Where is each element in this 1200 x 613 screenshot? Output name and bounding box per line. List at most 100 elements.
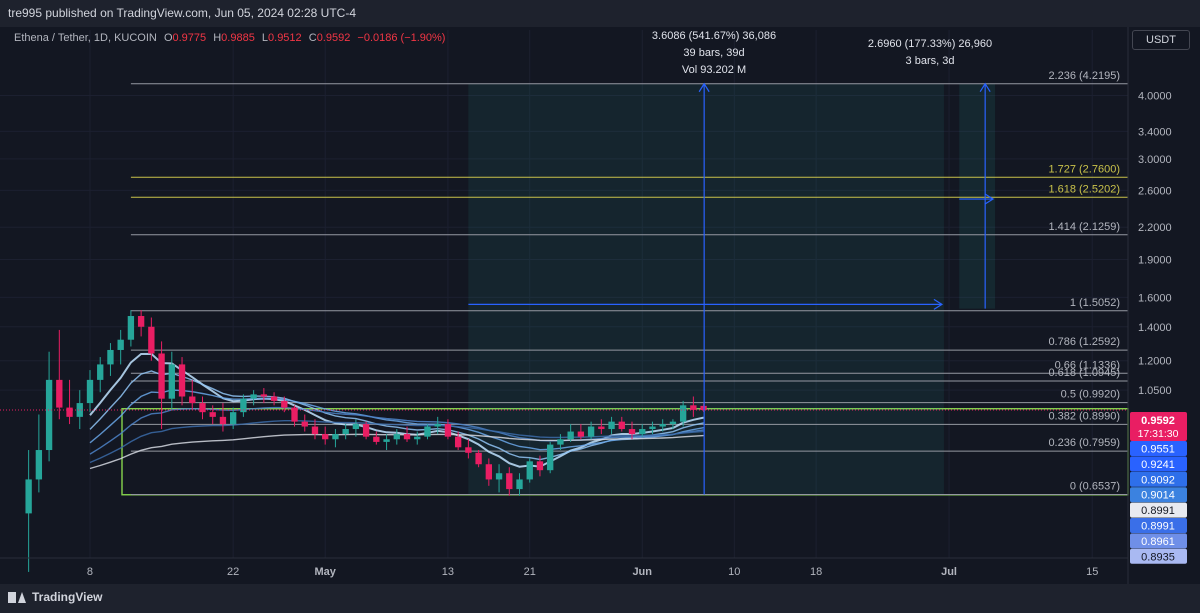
measure-area-2 — [959, 83, 996, 309]
candle — [383, 434, 390, 451]
fib-label-0.382: 0.382 (0.8990) — [1048, 410, 1120, 422]
x-tick-label: 18 — [810, 566, 822, 578]
candle-body — [557, 439, 564, 445]
candle-body — [414, 436, 421, 440]
tradingview-logo[interactable]: TradingView — [8, 590, 102, 604]
fib-label-1.618: 1.618 (2.5202) — [1048, 183, 1120, 195]
x-tick-label: 22 — [227, 566, 239, 578]
candle-body — [424, 426, 431, 437]
x-tick-label: 8 — [87, 566, 93, 578]
candle-body — [189, 396, 196, 404]
fib-label-0.618: 0.618 (1.0945) — [1048, 367, 1120, 379]
measure-1-label-line: Vol 93.202 M — [682, 64, 746, 76]
candle-body — [506, 473, 513, 490]
ema-price-tag — [1130, 533, 1187, 549]
y-tick-label: 1.6000 — [1138, 292, 1172, 304]
time-axis[interactable]: 8 22 May 13 21 Jun 10 18 Jul 15 — [0, 557, 1128, 578]
measure-2-label-line: 2.6960 (177.33%) 26,960 — [868, 38, 992, 50]
candle — [137, 310, 145, 337]
candle-body — [393, 434, 400, 440]
y-tick-label: 1.4000 — [1138, 322, 1172, 334]
measure-arrows: 3.6086 (541.67%) 36,086 39 bars, 39d Vol 9… — [468, 30, 995, 495]
candle — [250, 390, 257, 406]
measure-arrowhead-right — [933, 298, 944, 310]
candle-body — [76, 403, 83, 417]
publish-bar: tre995 published on TradingView.com, Jun… — [0, 0, 1200, 27]
ema-price-label: 0.9014 — [1141, 490, 1175, 502]
candle-body — [117, 339, 124, 350]
candle — [618, 416, 625, 432]
y-tick-label: 4.0000 — [1138, 91, 1172, 103]
candle-body — [362, 424, 370, 437]
candle — [628, 421, 636, 440]
candle — [199, 396, 206, 420]
ema-price-label: 0.9092 — [1141, 474, 1175, 486]
ema-line-55 — [89, 420, 704, 464]
candle-body — [45, 379, 53, 451]
candle — [536, 455, 544, 477]
candle-body — [649, 426, 656, 430]
candle — [587, 421, 595, 440]
candle-body — [475, 452, 482, 465]
candle — [342, 424, 349, 440]
currency-button[interactable]: USDT — [1132, 30, 1190, 50]
price-chart[interactable]: 2.236 (4.2195) 1.727 (2.7600) 1.618 (2.520… — [0, 27, 1200, 584]
candle — [639, 424, 646, 437]
candle-body — [679, 405, 687, 422]
ema-price-label: 0.8991 — [1141, 521, 1175, 533]
candle-body — [148, 326, 155, 354]
candle-body — [240, 398, 247, 413]
candle — [45, 351, 53, 462]
measure-1-label-line: 39 bars, 39d — [683, 47, 744, 59]
candle — [690, 396, 697, 417]
candle — [669, 419, 677, 430]
candle — [56, 329, 63, 420]
candle — [403, 426, 411, 442]
candle-body — [598, 426, 605, 430]
candle — [598, 419, 605, 435]
ema-price-label: 0.8961 — [1141, 536, 1175, 548]
candle — [219, 403, 227, 432]
candle — [332, 429, 339, 448]
candle-body — [158, 353, 165, 399]
candle-body — [403, 434, 411, 440]
candle — [158, 341, 165, 430]
candle — [281, 396, 288, 413]
fibonacci-levels[interactable]: 2.236 (4.2195) 1.727 (2.7600) 1.618 (2.520… — [130, 70, 1128, 496]
open-value: 0.9775 — [172, 32, 207, 44]
candle — [35, 414, 43, 493]
candle-body — [536, 461, 544, 471]
x-tick-label: 21 — [524, 566, 536, 578]
y-tick-label: 1.9000 — [1138, 254, 1172, 266]
candle — [311, 419, 319, 440]
last-price-tag — [1130, 412, 1187, 441]
candle — [291, 405, 298, 427]
candle-body — [608, 421, 615, 430]
candle-body — [332, 434, 339, 440]
candle — [86, 370, 94, 413]
candle-body — [199, 403, 206, 413]
candle-body — [127, 316, 135, 340]
brand-name: TradingView — [32, 590, 103, 604]
candle-body — [281, 400, 288, 408]
candle — [209, 405, 216, 425]
candle-body — [291, 407, 298, 422]
candle-body — [526, 461, 533, 480]
measure-areas[interactable] — [468, 83, 996, 495]
candle-body — [25, 479, 32, 514]
countdown-value: 17:31:30 — [1138, 428, 1179, 440]
symbol-title[interactable]: Ethena / Tether, 1D, KUCOIN — [14, 32, 157, 44]
candle-body — [485, 464, 493, 480]
candle — [465, 439, 472, 459]
candle-body — [618, 421, 625, 430]
candle — [506, 467, 513, 496]
candle — [608, 416, 615, 435]
candle — [373, 431, 380, 445]
candle-body — [66, 407, 73, 417]
price-axis[interactable]: 4.0000 3.4000 3.0000 2.6000 2.2000 1.9000 1.60… — [1127, 27, 1187, 584]
candle — [97, 357, 104, 393]
candle — [424, 424, 431, 440]
x-tick-label: 10 — [728, 566, 740, 578]
candle-body — [209, 412, 216, 417]
